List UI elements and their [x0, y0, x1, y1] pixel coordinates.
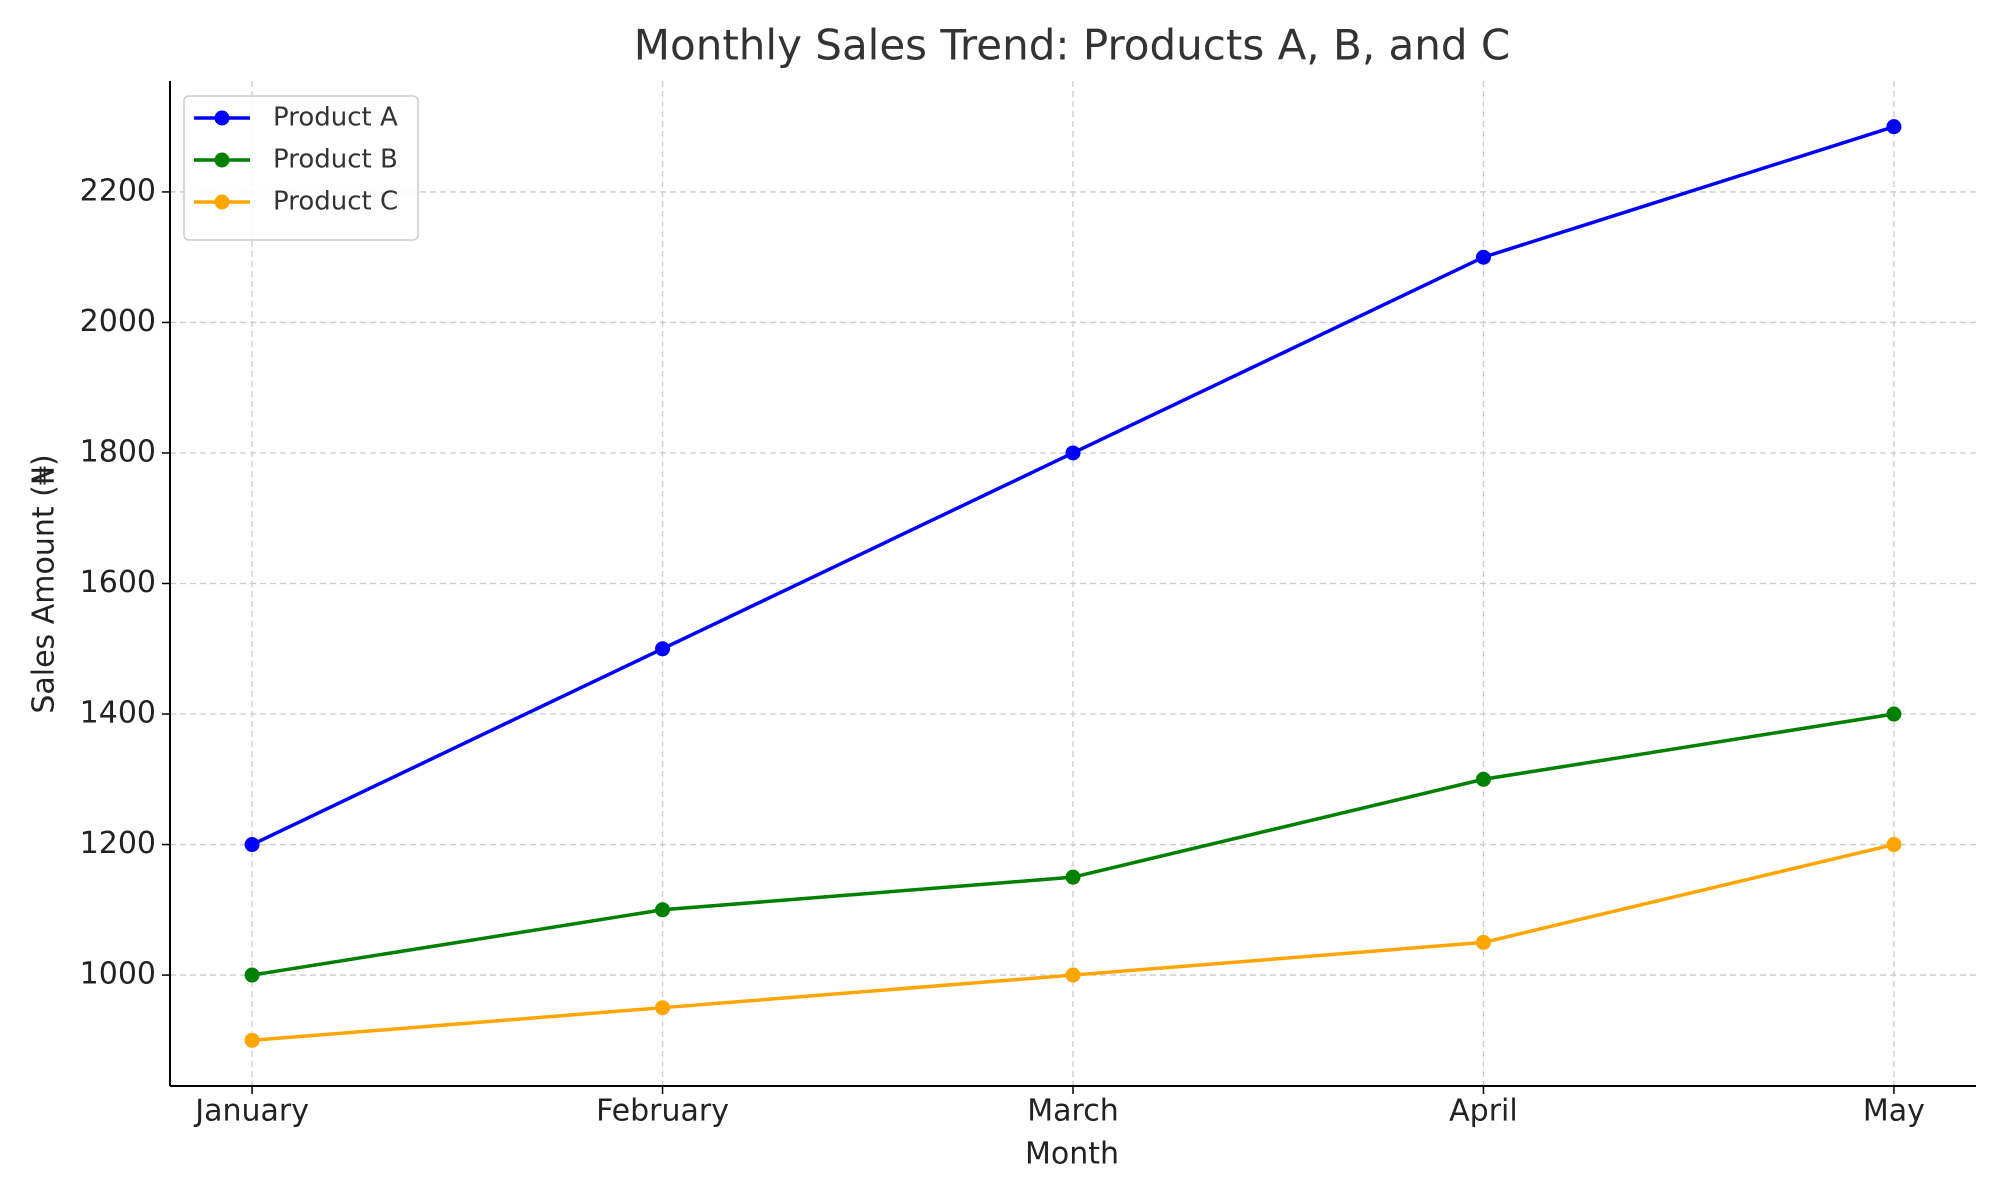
data-point: [1065, 869, 1081, 885]
data-point: [1886, 119, 1902, 135]
legend-marker: [214, 194, 230, 210]
legend-marker: [214, 152, 230, 168]
data-point: [1475, 249, 1491, 265]
data-point: [244, 967, 260, 983]
legend-marker: [214, 110, 230, 126]
data-point: [244, 837, 260, 853]
chart-title: Monthly Sales Trend: Products A, B, and …: [634, 21, 1510, 70]
data-point: [655, 902, 671, 918]
y-tick-label: 2200: [80, 173, 156, 208]
data-point: [244, 1032, 260, 1048]
data-point: [1886, 837, 1902, 853]
y-tick-label: 2000: [80, 304, 156, 339]
y-tick-label: 1400: [80, 696, 156, 731]
x-axis-label: Month: [1025, 1137, 1119, 1172]
x-tick-label: January: [193, 1094, 309, 1129]
data-point: [655, 1000, 671, 1016]
data-point: [1475, 771, 1491, 787]
legend: Product A Product B Product C: [183, 95, 419, 241]
data-point: [1065, 967, 1081, 983]
legend-label: Product B: [273, 145, 398, 175]
legend-box: [183, 95, 419, 241]
data-point: [1475, 934, 1491, 950]
x-tick-label: March: [1027, 1094, 1118, 1129]
x-tick-label: May: [1863, 1094, 1925, 1129]
data-point: [655, 641, 671, 657]
y-tick-label: 1200: [80, 826, 156, 861]
x-tick-label: April: [1449, 1094, 1518, 1129]
x-tick-label: February: [596, 1094, 729, 1129]
y-tick-label: 1800: [80, 434, 156, 469]
y-tick-label: 1600: [80, 565, 156, 600]
data-point: [1065, 445, 1081, 461]
legend-label: Product A: [273, 103, 398, 133]
y-axis-label: Sales Amount (₦): [27, 454, 62, 713]
legend-label: Product C: [273, 187, 398, 217]
y-tick-label: 1000: [80, 957, 156, 992]
data-point: [1886, 706, 1902, 722]
